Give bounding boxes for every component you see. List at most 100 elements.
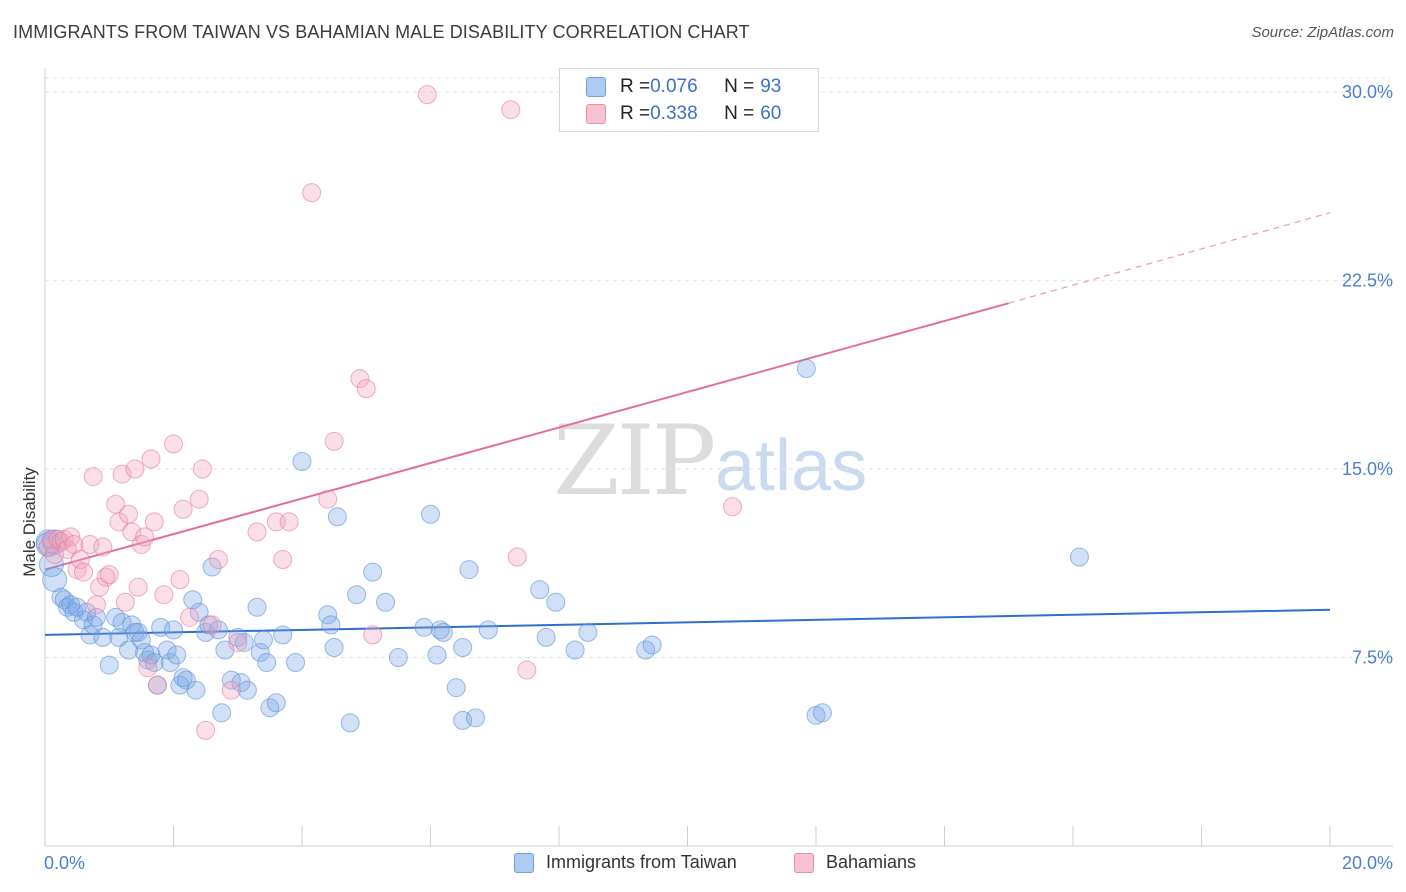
x-tick-label: 0.0%: [44, 853, 85, 873]
bahamians-point: [501, 100, 521, 120]
trend-lines: [44, 212, 1331, 636]
taiwan-point: [478, 620, 498, 640]
bahamians-point: [228, 632, 248, 652]
taiwan-point: [266, 693, 286, 713]
taiwan-point: [414, 617, 434, 637]
bahamians-point: [417, 85, 437, 105]
bahamians-point: [138, 658, 158, 678]
y-tick-label: 22.5%: [1342, 271, 1393, 291]
legend-item-bahamians[interactable]: Bahamians: [794, 852, 916, 873]
bahamians-point: [147, 675, 167, 695]
taiwan-point: [459, 560, 479, 580]
y-tick-label: 15.0%: [1342, 459, 1393, 479]
bahamians-point: [125, 459, 145, 479]
taiwan-point: [427, 645, 447, 665]
taiwan-point: [93, 627, 113, 647]
bahamians-point: [83, 467, 103, 487]
bahamians-point: [363, 625, 383, 645]
taiwan-point: [324, 637, 344, 657]
taiwan-point: [273, 625, 293, 645]
bahamians-point: [164, 434, 183, 454]
bahamians-point: [722, 497, 742, 517]
axis-ticks: 7.5% 15.0% 22.5% 30.0% 0.0% 20.0%: [44, 82, 1393, 873]
taiwan-point: [173, 668, 193, 688]
bahamians-point: [144, 512, 164, 532]
taiwan-point: [202, 557, 222, 577]
taiwan-point: [578, 622, 598, 642]
r-label: R =: [620, 76, 651, 97]
bahamians-point: [356, 379, 376, 399]
taiwan-point: [167, 645, 187, 665]
taiwan-point: [57, 597, 77, 617]
x-tick-label: 20.0%: [1342, 853, 1393, 873]
taiwan-point: [363, 562, 383, 582]
taiwan-point: [260, 698, 280, 718]
bahamians-point: [61, 527, 81, 547]
taiwan-point: [51, 587, 71, 607]
stats-legend-row-bahamians: R = 0.338 N = 60: [586, 101, 781, 127]
taiwan-point: [376, 592, 396, 612]
axes: [44, 68, 1393, 847]
bahamians-point: [517, 660, 537, 680]
taiwan-point: [433, 622, 453, 642]
bahamians-point: [86, 595, 106, 615]
taiwan-point: [67, 597, 87, 617]
taiwan-point: [530, 580, 550, 600]
taiwan-point: [453, 637, 473, 657]
legend-swatch-bahamians: [794, 852, 814, 873]
taiwan-point: [234, 632, 254, 652]
bahamians-point: [112, 464, 132, 484]
taiwan-point: [119, 640, 139, 660]
data-points: [35, 85, 1089, 740]
r-value: 0.076: [650, 76, 698, 97]
legend-label-bahamians: Bahamians: [826, 852, 917, 872]
legend-label-taiwan: Immigrants from Taiwan: [546, 852, 737, 872]
bahamians-point: [57, 539, 77, 559]
bahamians-trend-line: [44, 302, 1010, 571]
taiwan-point: [212, 703, 232, 723]
chart-source: Source: ZipAtlas.com: [1251, 24, 1394, 41]
taiwan-point: [796, 359, 816, 379]
taiwan-point: [546, 592, 566, 612]
legend-item-taiwan[interactable]: Immigrants from Taiwan: [514, 852, 737, 873]
taiwan-point: [38, 552, 64, 578]
taiwan-point: [292, 452, 312, 472]
watermark-zip: ZIP: [553, 405, 716, 517]
taiwan-point: [321, 615, 341, 635]
bahamians-point: [202, 615, 222, 635]
taiwan-point: [228, 627, 248, 647]
taiwan-point: [247, 597, 267, 617]
taiwan-point: [157, 640, 177, 660]
bahamians-point: [109, 512, 129, 532]
bahamians-point: [93, 537, 113, 557]
bahamians-point: [115, 592, 135, 612]
taiwan-point: [77, 602, 97, 622]
bahamians-point: [96, 567, 116, 587]
r-value: 0.338: [650, 103, 698, 124]
taiwan-point: [430, 620, 450, 640]
bahamians-point: [128, 577, 148, 597]
taiwan-point: [176, 670, 196, 690]
bahamians-point: [90, 577, 110, 597]
r-label: R =: [620, 103, 651, 124]
taiwan-point: [189, 602, 209, 622]
stats-legend: R = 0.076 N = 93 R = 0.338 N = 60: [559, 68, 819, 132]
chart-title: IMMIGRANTS FROM TAIWAN VS BAHAMIAN MALE …: [13, 22, 750, 42]
taiwan-point: [465, 708, 485, 728]
taiwan-point: [536, 627, 556, 647]
bahamians-point: [189, 489, 209, 509]
taiwan-point: [340, 713, 360, 733]
bahamians-point: [131, 534, 151, 554]
taiwan-point: [83, 615, 103, 635]
stats-legend-row-taiwan: R = 0.076 N = 93: [586, 74, 781, 100]
n-value: 60: [760, 103, 782, 124]
legend-swatch-taiwan: [514, 852, 534, 873]
watermark-atlas: atlas: [715, 426, 868, 506]
taiwan-point: [208, 620, 228, 640]
gridlines: [45, 77, 1390, 659]
bahamians-point: [180, 607, 200, 627]
taiwan-point: [237, 680, 257, 700]
taiwan-point: [144, 653, 164, 673]
taiwan-point: [636, 640, 656, 660]
bahamians-point: [196, 720, 216, 740]
